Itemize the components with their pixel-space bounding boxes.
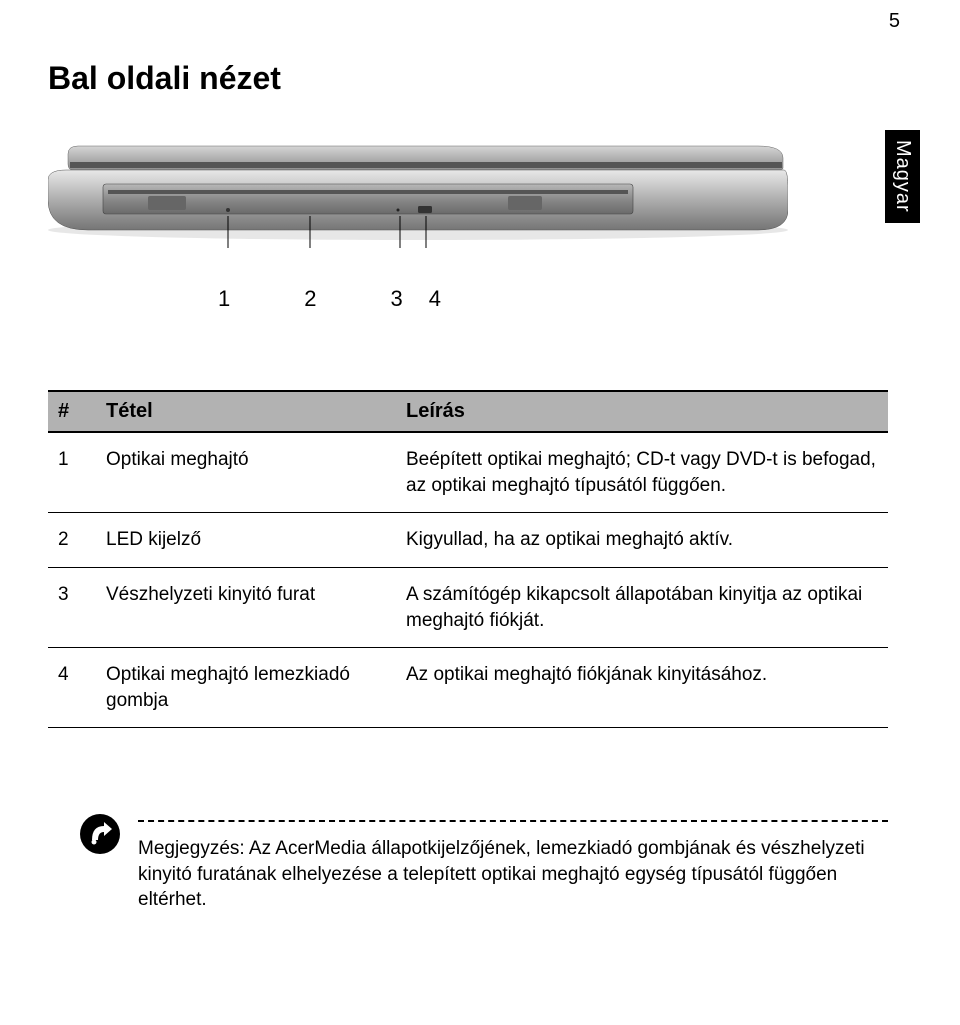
cell-num: 3	[48, 567, 96, 647]
note-divider	[138, 820, 888, 822]
table-header-item: Tétel	[96, 391, 396, 432]
cell-desc: A számítógép kikapcsolt állapotában kiny…	[396, 567, 888, 647]
cell-desc: Beépített optikai meghajtó; CD-t vagy DV…	[396, 432, 888, 513]
callout-1: 1	[218, 286, 230, 312]
callout-3: 3	[391, 286, 403, 312]
cell-item: LED kijelző	[96, 513, 396, 568]
cell-desc: Az optikai meghajtó fiókjának kinyitásáh…	[396, 648, 888, 728]
cell-item: Optikai meghajtó	[96, 432, 396, 513]
table-row: 2 LED kijelző Kigyullad, ha az optikai m…	[48, 513, 888, 568]
table-row: 4 Optikai meghajtó lemezkiadó gombja Az …	[48, 648, 888, 728]
table-header-num: #	[48, 391, 96, 432]
cell-item: Vészhelyzeti kinyitó furat	[96, 567, 396, 647]
laptop-illustration	[48, 140, 788, 280]
table-row: 1 Optikai meghajtó Beépített optikai meg…	[48, 432, 888, 513]
note-text: Megjegyzés: Az AcerMedia állapotkijelzőj…	[138, 836, 888, 913]
table-header-desc: Leírás	[396, 391, 888, 432]
cell-num: 4	[48, 648, 96, 728]
callout-labels: 1 2 3 4	[218, 286, 788, 312]
page-title: Bal oldali nézet	[48, 60, 281, 97]
cell-num: 2	[48, 513, 96, 568]
note-block: Megjegyzés: Az AcerMedia állapotkijelzőj…	[78, 820, 888, 913]
parts-table: # Tétel Leírás 1 Optikai meghajtó Beépít…	[48, 390, 888, 728]
note-icon	[78, 812, 122, 856]
cell-num: 1	[48, 432, 96, 513]
callout-4: 4	[429, 286, 441, 312]
laptop-side-figure: 1 2 3 4	[48, 140, 788, 312]
cell-item: Optikai meghajtó lemezkiadó gombja	[96, 648, 396, 728]
callout-2: 2	[304, 286, 316, 312]
cell-desc: Kigyullad, ha az optikai meghajtó aktív.	[396, 513, 888, 568]
table-row: 3 Vészhelyzeti kinyitó furat A számítógé…	[48, 567, 888, 647]
page-number: 5	[889, 10, 900, 33]
language-tab: Magyar	[885, 130, 920, 223]
